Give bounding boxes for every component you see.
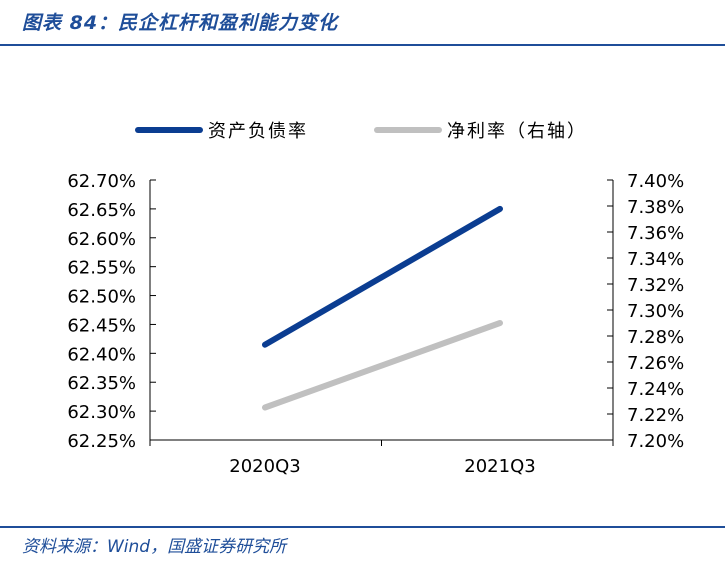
top-divider bbox=[0, 44, 725, 46]
bottom-divider bbox=[0, 526, 725, 528]
left-tick-label: 62.45% bbox=[67, 315, 136, 336]
series-line-1 bbox=[262, 205, 503, 348]
series-lines bbox=[262, 205, 503, 411]
right-tick-label: 7.26% bbox=[627, 353, 684, 374]
left-tick-label: 62.60% bbox=[67, 229, 136, 250]
left-tick-label: 62.35% bbox=[67, 373, 136, 394]
left-tick-label: 62.50% bbox=[67, 287, 136, 308]
left-tick-label: 62.30% bbox=[67, 402, 136, 423]
left-tick-label: 62.70% bbox=[67, 171, 136, 192]
left-tick-label: 62.65% bbox=[67, 200, 136, 221]
axes: 62.70% 62.65% 62.60% 62.55% 62.50% 62.45% 62.4… bbox=[67, 171, 684, 477]
legend-label-1: 资产负债率 bbox=[208, 121, 308, 142]
left-tick-label: 62.55% bbox=[67, 258, 136, 279]
right-tick-label: 7.38% bbox=[627, 197, 684, 218]
series-line-2 bbox=[262, 320, 503, 411]
x-tick-label: 2020Q3 bbox=[229, 456, 300, 477]
right-tick-label: 7.40% bbox=[627, 171, 684, 192]
left-tick-label: 62.25% bbox=[67, 431, 136, 452]
right-tick-label: 7.36% bbox=[627, 223, 684, 244]
right-tick-label: 7.24% bbox=[627, 379, 684, 400]
source-note: 资料来源：Wind，国盛证券研究所 bbox=[22, 537, 287, 557]
right-tick-label: 7.28% bbox=[627, 327, 684, 348]
legend: 资产负债率 净利率（右轴） bbox=[135, 121, 587, 142]
right-tick-label: 7.22% bbox=[627, 405, 684, 426]
right-tick-label: 7.20% bbox=[627, 431, 684, 452]
left-tick-label: 62.40% bbox=[67, 344, 136, 365]
figure-title: 图表 84：民企杠杆和盈利能力变化 bbox=[22, 12, 339, 34]
right-tick-label: 7.32% bbox=[627, 275, 684, 296]
right-tick-label: 7.30% bbox=[627, 301, 684, 322]
x-tick-label: 2021Q3 bbox=[464, 456, 535, 477]
legend-label-2: 净利率（右轴） bbox=[447, 121, 587, 142]
right-tick-label: 7.34% bbox=[627, 249, 684, 270]
